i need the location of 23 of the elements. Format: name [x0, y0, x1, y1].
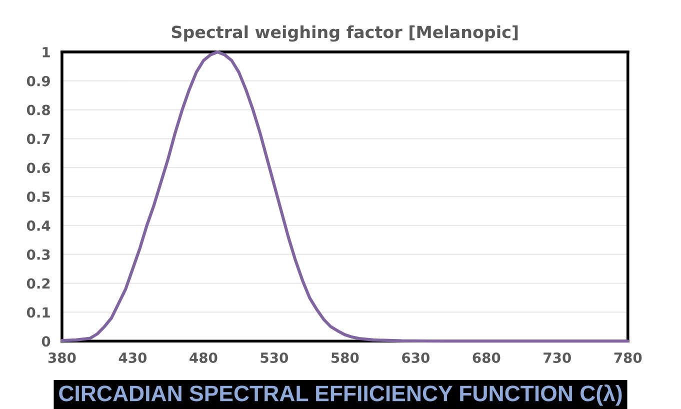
- x-tick-label: 430: [118, 352, 147, 363]
- x-tick-label: 630: [402, 352, 430, 363]
- y-tick-label: 0.4: [26, 220, 50, 231]
- y-tick-label: 0.9: [26, 76, 50, 86]
- y-tick-label: 0.7: [26, 134, 50, 144]
- y-tick-label: 0.8: [26, 104, 50, 116]
- y-tick-label: 0.2: [26, 278, 50, 289]
- x-tick-label: 580: [332, 352, 359, 363]
- y-tick-label: 0.5: [26, 191, 50, 202]
- line-series: [60, 50, 630, 343]
- x-tick-label: 680: [472, 352, 500, 363]
- x-tick-label: 780: [614, 352, 642, 363]
- y-tick-label: 1: [42, 47, 50, 58]
- y-tick-label: 0: [42, 336, 50, 347]
- x-tick-label: 480: [190, 352, 218, 363]
- x-tick-label: 530: [260, 352, 288, 363]
- x-tick-label: 730: [544, 352, 571, 363]
- y-tick-label: 0.1: [26, 307, 50, 318]
- y-tick-label: 0.6: [26, 162, 50, 174]
- text: CIRCADIAN SPECTRAL EFFIICIENCY FUNCTION C(λ): [59, 384, 622, 406]
- x-tick-label: 380: [48, 352, 76, 363]
- chart-title: Spectral weighing factor [Melanopic]: [172, 25, 518, 42]
- y-tick-label: 0.3: [26, 249, 50, 260]
